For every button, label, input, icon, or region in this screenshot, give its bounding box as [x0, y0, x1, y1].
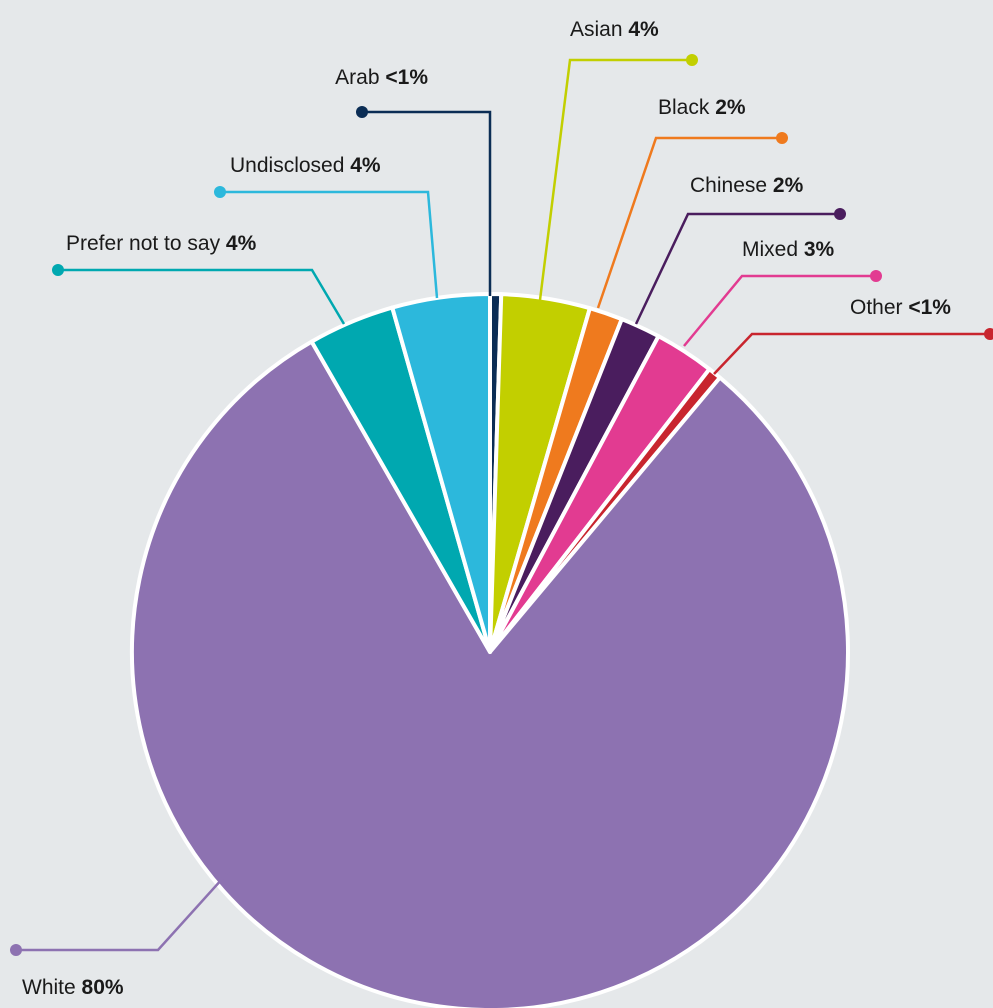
- slice-label-value: 4%: [628, 18, 659, 41]
- leader-dot-arab: [356, 106, 368, 118]
- slice-label-value: 80%: [82, 976, 124, 999]
- slice-label-name: Chinese: [690, 174, 773, 197]
- slice-label-chinese: Chinese 2%: [690, 174, 804, 197]
- slice-label-value: 3%: [804, 238, 835, 261]
- leader-line-mixed: [684, 276, 876, 346]
- leader-dot-black: [776, 132, 788, 144]
- leader-line-other: [714, 334, 990, 374]
- slice-label-mixed: Mixed 3%: [742, 238, 835, 261]
- slice-label-name: White: [22, 976, 82, 999]
- slice-label-name: Black: [658, 96, 715, 119]
- slice-label-undisclosed: Undisclosed 4%: [230, 154, 381, 177]
- slice-label-value: <1%: [908, 296, 951, 319]
- slice-label-value: 2%: [715, 96, 746, 119]
- slice-label-name: Mixed: [742, 238, 804, 261]
- slice-label-value: 2%: [773, 174, 804, 197]
- slice-label-name: Other: [850, 296, 908, 319]
- slice-label-prefer-not-to-say: Prefer not to say 4%: [66, 232, 257, 255]
- slice-label-white: White 80%: [22, 976, 124, 999]
- slice-label-value: 4%: [226, 232, 257, 255]
- leader-dot-other: [984, 328, 993, 340]
- leader-line-chinese: [636, 214, 840, 324]
- slice-label-black: Black 2%: [658, 96, 746, 119]
- leader-line-white: [16, 868, 232, 950]
- slice-label-value: 4%: [350, 154, 381, 177]
- leader-dot-prefer-not-to-say: [52, 264, 64, 276]
- leader-dot-chinese: [834, 208, 846, 220]
- slice-label-value: <1%: [385, 66, 428, 89]
- slice-label-name: Undisclosed: [230, 154, 350, 177]
- slice-label-name: Prefer not to say: [66, 232, 226, 255]
- slice-label-asian: Asian 4%: [570, 18, 659, 41]
- leader-line-arab: [362, 112, 490, 296]
- slice-label-arab: Arab <1%: [335, 66, 428, 89]
- leader-dot-white: [10, 944, 22, 956]
- leader-dot-asian: [686, 54, 698, 66]
- pie-slices: [132, 294, 848, 1008]
- leader-line-black: [598, 138, 782, 308]
- slice-label-other: Other <1%: [850, 296, 951, 319]
- slice-label-name: Arab: [335, 66, 385, 89]
- slice-label-name: Asian: [570, 18, 628, 41]
- leader-line-prefer-not-to-say: [58, 270, 344, 324]
- leader-dot-undisclosed: [214, 186, 226, 198]
- leader-dot-mixed: [870, 270, 882, 282]
